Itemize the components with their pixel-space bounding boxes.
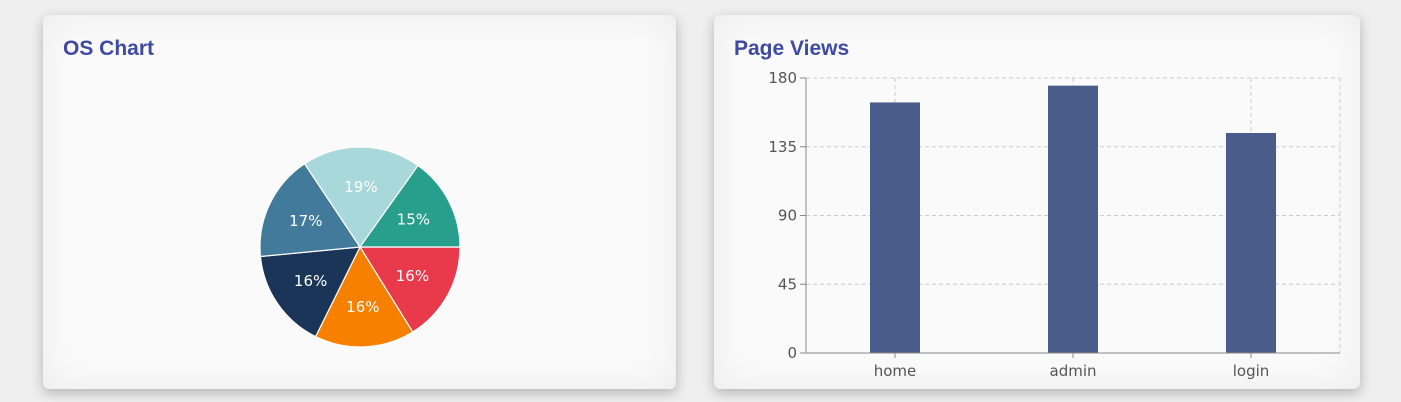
x-tick-label: admin [1050,362,1097,380]
page-views-card: Page Views 0 45 90 135 180 home admin login [714,15,1360,389]
pie-slice-label: 15% [397,211,430,229]
y-tick-label: 90 [778,207,797,225]
x-tick-label: home [874,362,917,380]
page-views-title: Page Views [734,37,850,60]
os-chart-title: OS Chart [63,37,155,60]
pie-slice [314,245,414,348]
pie-slice-label: 17% [289,212,322,230]
pie-slice-label: 16% [294,272,327,290]
os-pie-chart: 16% 16% 16% 17% 19% 15% [259,146,461,348]
y-tick-label: 135 [768,138,797,156]
pie-slice-label: 19% [344,178,377,196]
bar [870,102,920,353]
bar [1048,85,1098,353]
pie-slice [358,164,461,248]
y-tick-label: 180 [768,69,797,87]
y-tick-label: 45 [778,275,797,293]
pie-slice-label: 16% [346,298,379,316]
pie-slice-label: 16% [396,267,429,285]
y-tick-label: 0 [787,344,797,362]
bar [1226,133,1276,353]
x-tick-label: login [1233,362,1270,380]
os-chart-card: OS Chart 16% 16% 16% 17% 19% 15% [43,15,676,389]
pie-slice [259,162,362,258]
pie-slice [358,246,461,333]
pie-slice [303,146,419,249]
page-views-bar-chart: 0 45 90 135 180 home admin login [768,69,1341,380]
pie-slice [259,246,362,338]
